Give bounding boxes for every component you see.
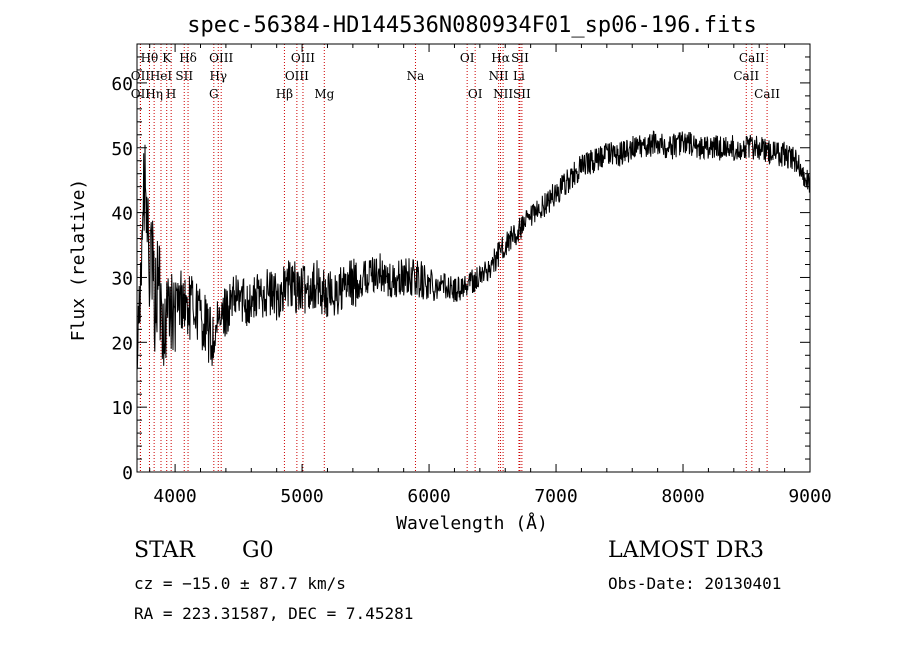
line-marker-label: Hβ [276, 87, 293, 101]
y-tick-label: 10 [111, 398, 133, 419]
line-marker-label: Li [513, 69, 525, 83]
chart-title: spec-56384-HD144536N080934F01_sp06-196.f… [187, 13, 757, 38]
line-marker-label: Hθ [141, 51, 159, 65]
line-marker-label: G [209, 87, 219, 101]
line-marker-label: Na [407, 69, 425, 83]
line-marker-label: SII [513, 87, 531, 101]
line-marker-label: K [162, 51, 172, 65]
y-tick-label: 40 [111, 204, 133, 225]
line-marker-label: OII [131, 87, 151, 101]
x-axis: 4000 5000 6000 7000 8000 9000 [149, 44, 832, 507]
plot-frame [136, 43, 811, 473]
line-marker-label: NII [493, 87, 513, 101]
x-tick-label: 9000 [788, 486, 831, 507]
x-tick-label: 6000 [407, 486, 450, 507]
line-markers [139, 44, 768, 472]
y-axis-label: Flux (relative) [68, 179, 89, 342]
y-axis: 0 10 20 30 40 50 60 [111, 56, 810, 484]
observation-date: Obs-Date: 20130401 [608, 574, 782, 593]
x-tick-label: 7000 [534, 486, 577, 507]
survey-name: LAMOST DR3 [608, 538, 764, 563]
y-tick-label: 60 [111, 74, 133, 95]
line-marker-label: OI [460, 51, 475, 65]
line-marker-label: CaII [739, 51, 765, 65]
line-marker-label: Hγ [209, 69, 227, 83]
radial-velocity: cz = −15.0 ± 87.7 km/s [134, 574, 346, 593]
line-marker-label: OI [468, 87, 483, 101]
line-marker-label: CaII [754, 87, 780, 101]
line-marker-label: Mg [314, 87, 334, 101]
x-tick-label: 5000 [280, 486, 323, 507]
line-marker-label: SII [511, 51, 529, 65]
line-marker-label: NII [489, 69, 509, 83]
line-marker-label: OIII [291, 51, 315, 65]
y-tick-label: 20 [111, 333, 133, 354]
y-tick-label: 0 [122, 463, 133, 484]
line-marker-label: OIII [285, 69, 309, 83]
spectrum-line [136, 130, 811, 370]
line-marker-label: Hδ [179, 51, 197, 65]
x-axis-label: Wavelength (Å) [396, 512, 548, 534]
x-tick-label: 8000 [661, 486, 704, 507]
subclass: G0 [242, 538, 274, 563]
y-tick-label: 30 [111, 268, 133, 289]
line-marker-label: Hα [491, 51, 510, 65]
line-marker-label: OIII [209, 51, 233, 65]
line-marker-label: OII [131, 69, 151, 83]
line-marker-label: SII [175, 69, 193, 83]
line-marker-label: Hη [145, 87, 163, 101]
coordinates: RA = 223.31587, DEC = 7.45281 [134, 604, 414, 623]
line-marker-label: H [166, 87, 176, 101]
x-tick-label: 4000 [153, 486, 196, 507]
y-tick-label: 50 [111, 139, 133, 160]
line-marker-labels: OIIHθOIIHηHeIKHSIIHδGOIIIHγHβOIIIOIIIMgN… [131, 51, 780, 101]
line-marker-label: CaII [733, 69, 759, 83]
line-marker-label: HeI [150, 69, 173, 83]
object-class: STAR [134, 538, 195, 563]
